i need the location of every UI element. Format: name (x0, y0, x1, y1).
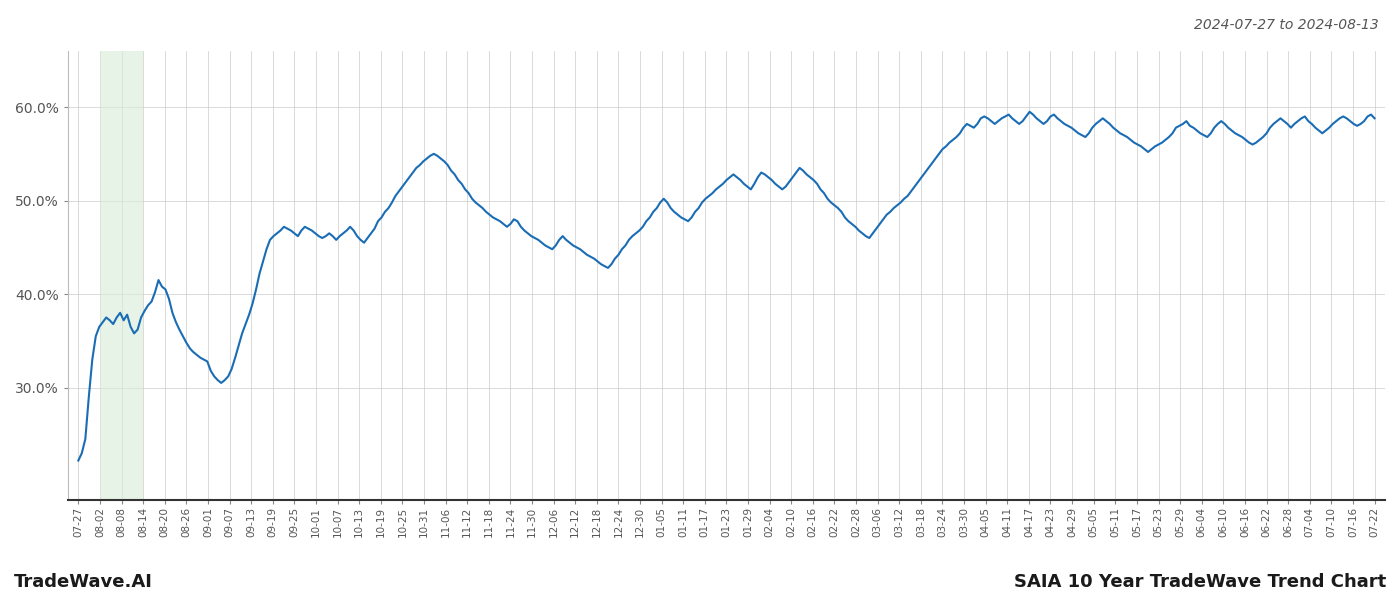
Text: SAIA 10 Year TradeWave Trend Chart: SAIA 10 Year TradeWave Trend Chart (1014, 573, 1386, 591)
Text: TradeWave.AI: TradeWave.AI (14, 573, 153, 591)
Text: 2024-07-27 to 2024-08-13: 2024-07-27 to 2024-08-13 (1194, 18, 1379, 32)
Bar (99, 51, 143, 500)
